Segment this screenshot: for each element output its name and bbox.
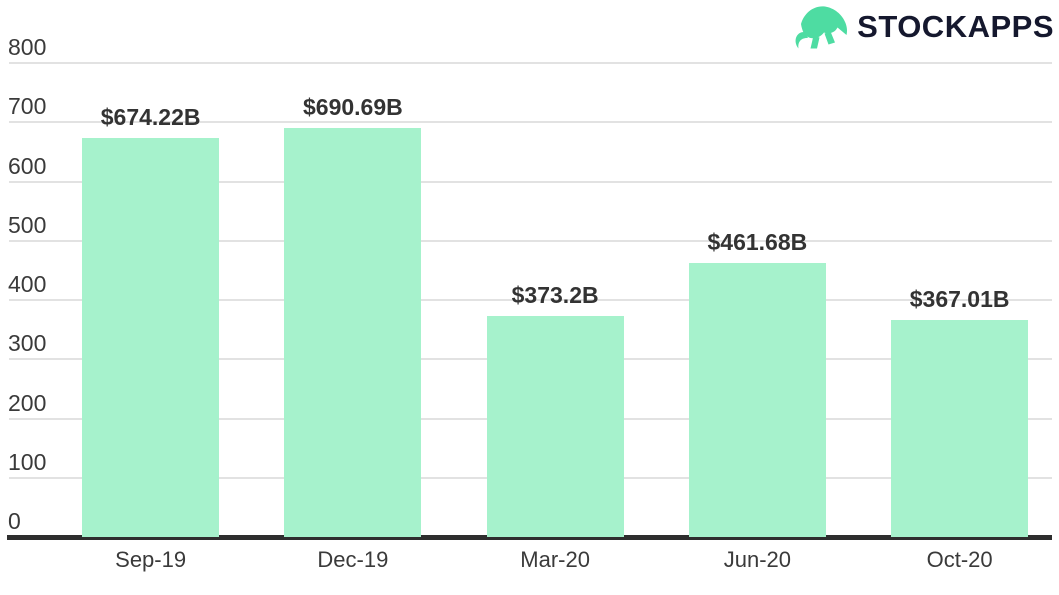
gridline-800 (9, 62, 1052, 64)
x-axis-tick-label: Mar-20 (520, 547, 590, 572)
stockapps-logo-text: STOCKAPPS (857, 9, 1054, 44)
gridline-500 (9, 239, 1052, 242)
y-axis-tick-label: 100 (8, 448, 47, 475)
y-axis-tick-label: 0 (8, 508, 21, 534)
bar-value-label: $461.68B (707, 229, 808, 256)
x-axis-tick-label: Jun-20 (723, 547, 792, 572)
bar-sep-19 (82, 137, 220, 537)
gridline-400 (9, 299, 1052, 301)
y-axis-tick-label: 700 (8, 93, 47, 120)
bar-mar-20 (486, 315, 624, 537)
y-axis-tick-label: 200 (8, 389, 47, 416)
bull-icon (791, 1, 851, 53)
bar-dec-19 (284, 127, 422, 537)
gridline-600 (9, 180, 1052, 183)
bar-value-label: $367.01B (909, 285, 1010, 312)
x-axis-tick-label: Sep-19 (115, 547, 187, 572)
x-axis-line (7, 535, 1052, 540)
y-axis-tick-label: 500 (8, 211, 47, 238)
x-axis-tick-label: Oct-20 (926, 547, 993, 572)
bar-value-label: $373.2B (511, 281, 599, 308)
y-axis-tick-label: 300 (8, 330, 47, 357)
x-axis-tick-label: Dec-19 (317, 547, 389, 572)
bar-value-label: $674.22B (100, 103, 201, 130)
bar-jun-20 (688, 263, 826, 537)
bar-value-label: $690.69B (303, 93, 403, 120)
y-axis-tick-label: 600 (8, 152, 47, 179)
stockapps-logo: STOCKAPPS (791, 0, 1054, 54)
gridline-700 (9, 121, 1052, 124)
y-axis-tick-label: 400 (8, 271, 47, 297)
y-axis-tick-label: 800 (8, 34, 47, 60)
bar-oct-20 (891, 319, 1029, 537)
